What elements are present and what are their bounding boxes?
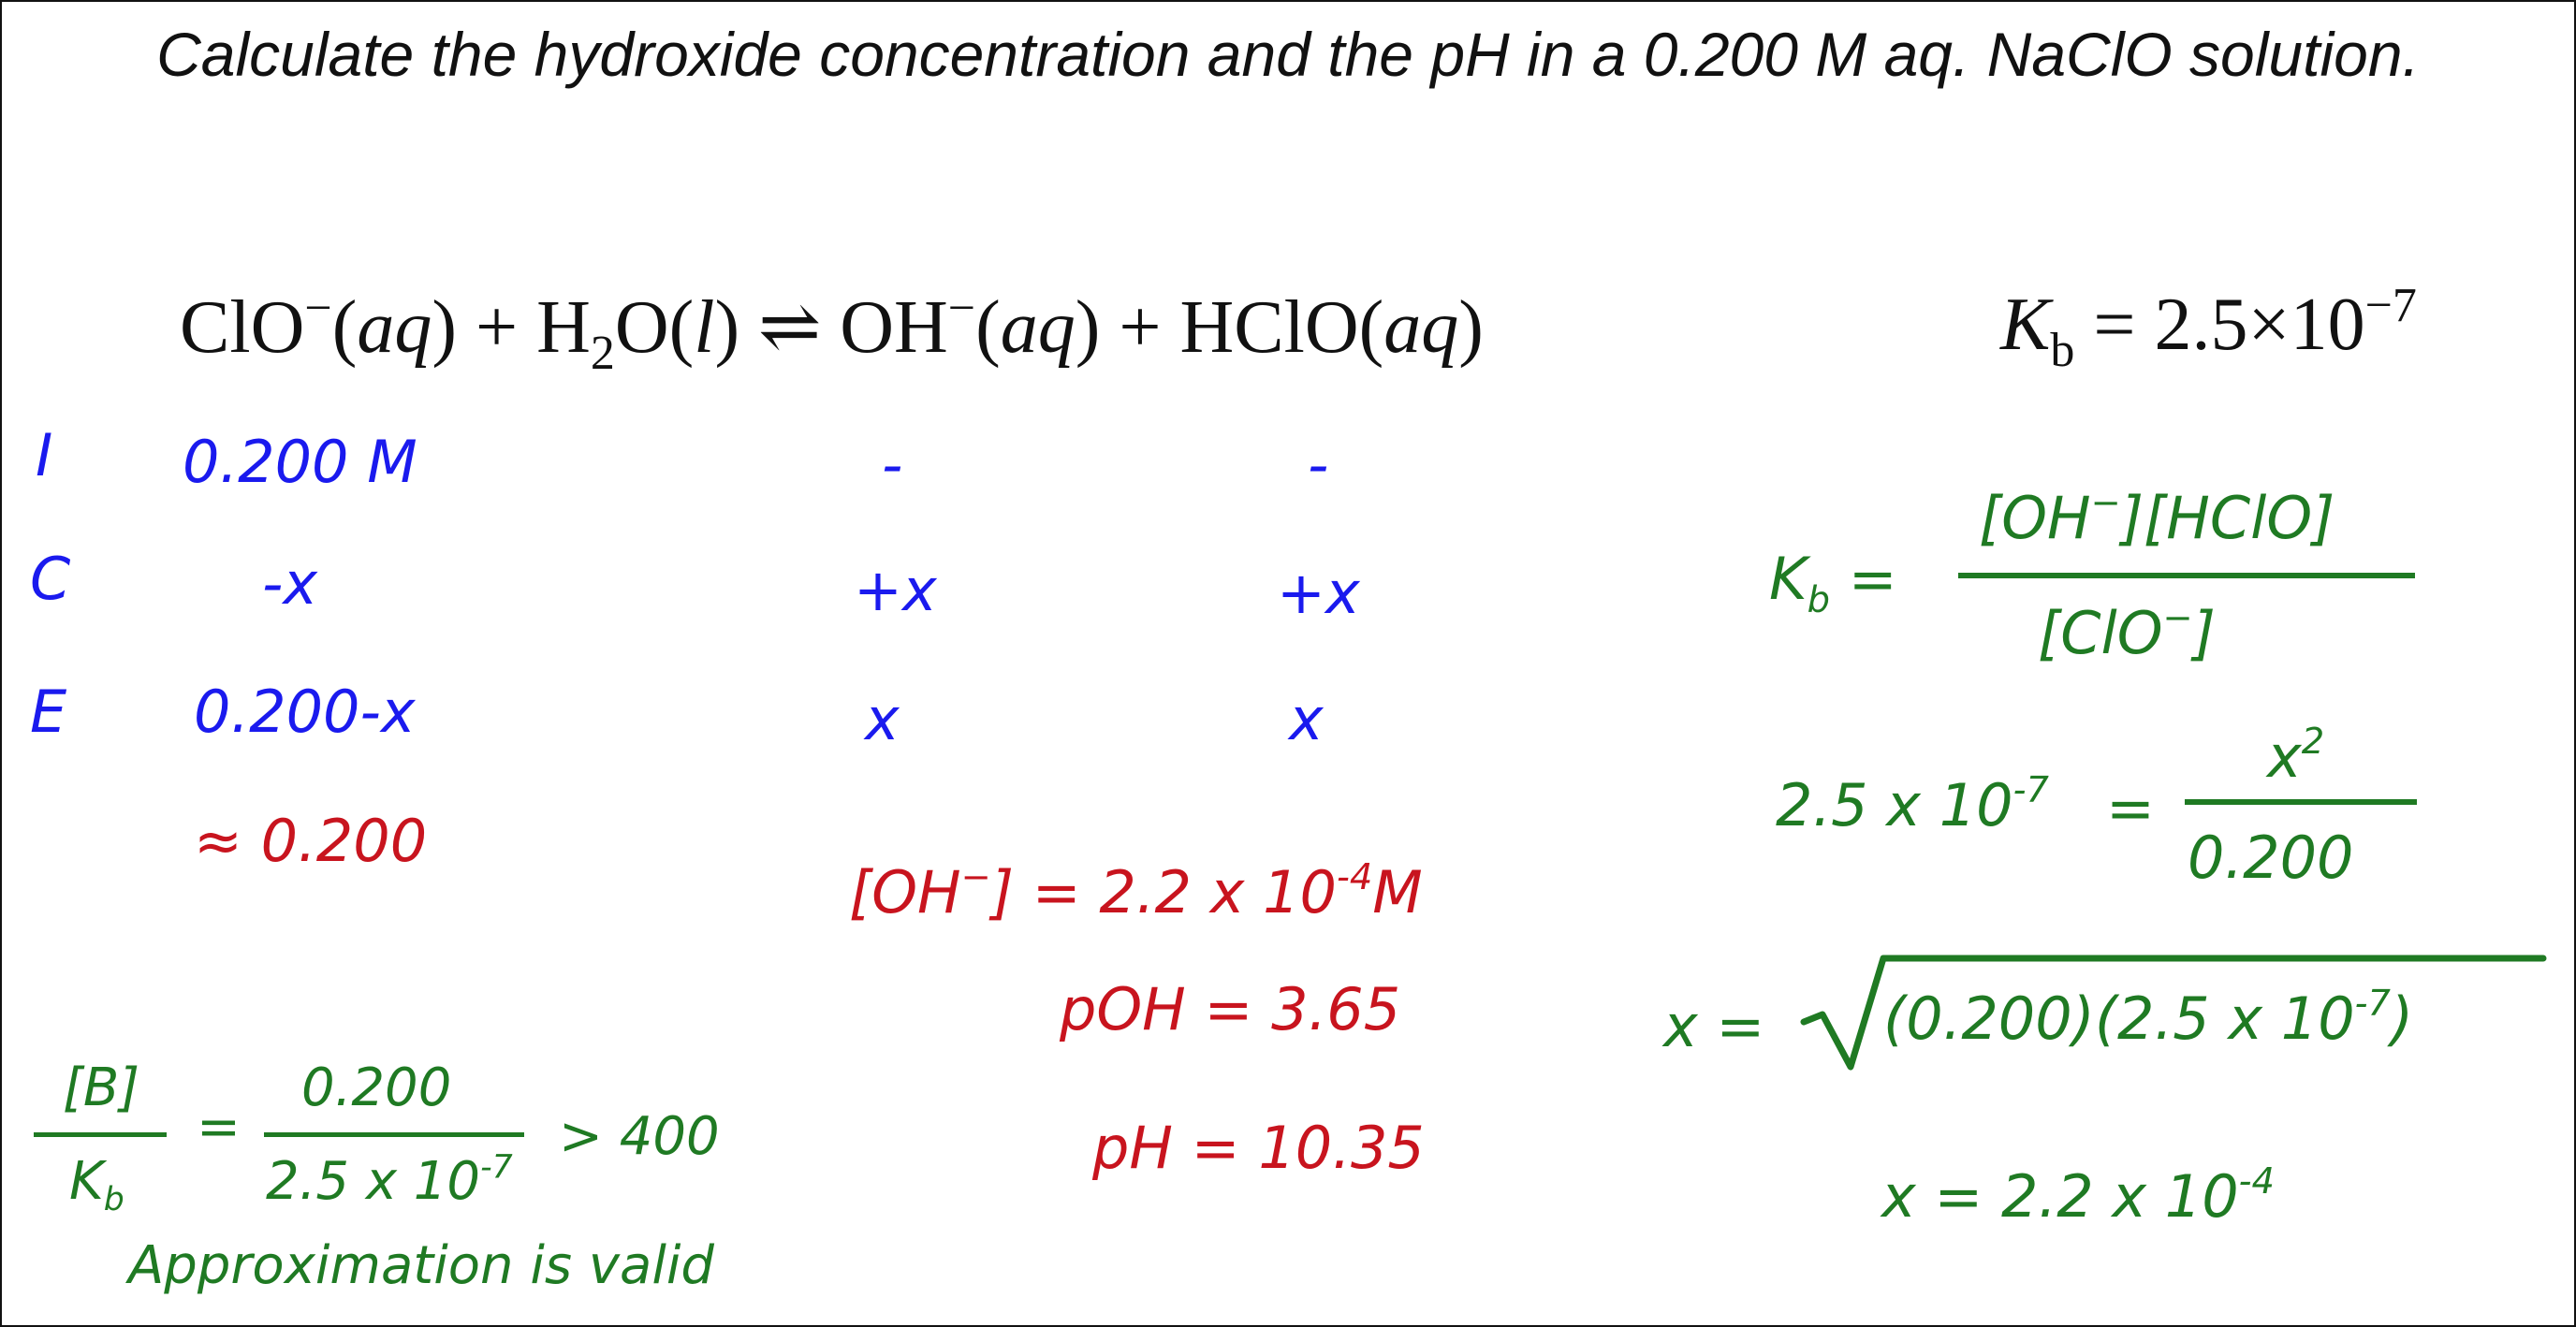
ice-label-equilibrium: E [30, 678, 67, 746]
check-equals: = [197, 1097, 241, 1158]
problem-title: Calculate the hydroxide concentration an… [156, 20, 2420, 89]
ice-initial-hclo: - [1308, 430, 1329, 499]
ice-equilibrium-hclo: x [1289, 685, 1324, 753]
ice-initial-clo: 0.200 M [183, 428, 417, 496]
check-verdict: Approximation is valid [128, 1235, 714, 1296]
ph-result: pH = 10.35 [1092, 1114, 1425, 1182]
check-fraction-bar-left [34, 1132, 167, 1137]
ice-approximation: ≈ 0.200 [194, 807, 428, 875]
ice-label-initial: I [36, 421, 53, 489]
ice-change-hclo: +x [1277, 559, 1360, 627]
kb-expression-numerator: [OH−][HClO] [1979, 482, 2335, 552]
sqrt-lhs: x = [1663, 992, 1765, 1060]
ice-initial-oh: - [882, 430, 903, 499]
hydroxide-concentration: [OH−] = 2.2 x 10-4M [849, 856, 1423, 926]
check-denominator-right: 2.5 x 10-7 [266, 1148, 513, 1212]
kb-expression-denominator: [ClO−] [2038, 597, 2216, 667]
sqrt-radicand: (0.200)(2.5 x 10-7) [1883, 983, 2414, 1053]
kb-expression-fraction-bar [1958, 573, 2415, 578]
ice-equilibrium-clo: 0.200-x [194, 678, 416, 746]
ice-change-oh: +x [854, 556, 937, 624]
x-result: x = 2.2 x 10-4 [1881, 1160, 2275, 1231]
equilibrium-equation: ClO−(aq) + H2O(l) ⇌ OH−(aq) + HClO(aq) [180, 282, 1484, 380]
check-numerator-left: [B] [63, 1057, 140, 1118]
poh-result: pOH = 3.65 [1060, 975, 1401, 1043]
check-fraction-bar-right [264, 1132, 524, 1137]
substitution-fraction-bar [2185, 799, 2417, 805]
substitution-lhs: 2.5 x 10-7 [1776, 769, 2049, 839]
substitution-denominator: 0.200 [2188, 824, 2354, 892]
kb-expression-lhs: Kb = [1769, 545, 1897, 621]
kb-value: Kb = 2.5×10−7 [2000, 279, 2417, 377]
ice-label-change: C [30, 545, 71, 613]
check-comparison: > 400 [559, 1106, 720, 1167]
check-numerator-right: 0.200 [301, 1057, 452, 1118]
check-denominator-left: Kb [69, 1151, 124, 1219]
substitution-equals: = [2106, 774, 2155, 842]
substitution-numerator: x2 [2267, 721, 2325, 791]
ice-change-clo: -x [262, 549, 318, 618]
ice-equilibrium-oh: x [865, 685, 900, 753]
